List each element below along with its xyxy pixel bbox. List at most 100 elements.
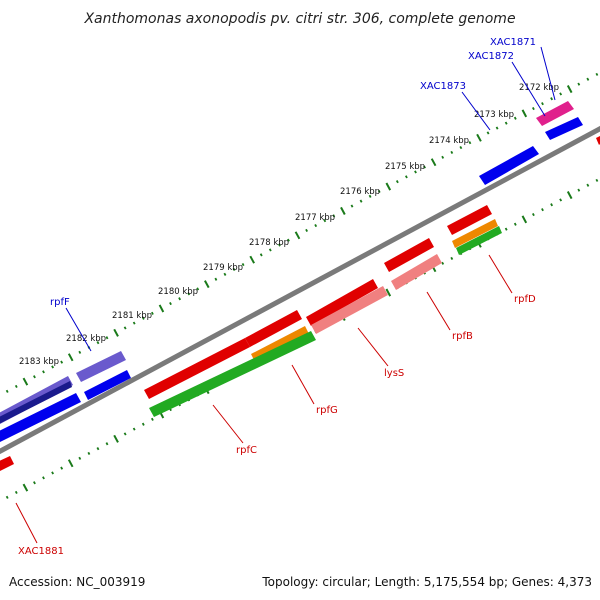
minor-tick (123, 432, 127, 436)
gene-feature-rpfc-green[interactable] (149, 331, 316, 417)
minor-tick (51, 471, 54, 475)
minor-tick (468, 141, 472, 145)
minor-tick (96, 341, 100, 345)
leader-xac1872 (511, 61, 546, 117)
minor-tick (132, 321, 136, 325)
gene-feature-rpff-blue[interactable] (84, 370, 131, 400)
minor-tick (169, 301, 172, 306)
gene-feature-left-blue[interactable] (0, 393, 81, 442)
accession-text: Accession: NC_003919 (9, 575, 145, 589)
minor-tick (577, 82, 581, 86)
minor-tick (577, 188, 581, 192)
minor-tick (423, 165, 426, 169)
gene-feature-rpfb-pink[interactable] (391, 254, 442, 290)
minor-tick (495, 126, 499, 130)
minor-tick (78, 456, 82, 460)
minor-tick (395, 180, 399, 184)
tick-label: 2175 kbp (385, 162, 425, 172)
minor-tick (151, 311, 154, 315)
gene-label-xac1881[interactable]: XAC1881 (18, 546, 64, 557)
leader-xac1871 (540, 46, 556, 101)
major-tick (22, 377, 29, 386)
gene-label-rpff[interactable]: rpfF (50, 297, 70, 308)
gene-label-xac1873[interactable]: XAC1873 (420, 81, 466, 92)
minor-tick (5, 495, 9, 499)
tick-label: 2179 kbp (203, 263, 243, 273)
minor-tick (414, 170, 417, 174)
minor-tick (87, 451, 91, 456)
major-tick (22, 483, 29, 492)
gene-label-rpfb[interactable]: rpfB (452, 331, 473, 342)
minor-tick (450, 256, 454, 261)
gene-feature-lyss-red[interactable] (306, 279, 378, 326)
gene-label-rpfd[interactable]: rpfD (514, 294, 536, 305)
gene-feature-rpfd-red[interactable] (447, 205, 492, 235)
minor-tick (550, 97, 553, 101)
major-tick (566, 85, 573, 94)
minor-tick (377, 189, 381, 194)
gene-feature-xac1873[interactable] (479, 146, 539, 185)
leader-lyss (357, 327, 389, 367)
minor-tick (14, 490, 18, 495)
minor-tick (42, 476, 45, 480)
tick-label: 2178 kbp (249, 238, 289, 248)
gene-label-xac1871[interactable]: XAC1871 (490, 37, 536, 48)
minor-tick (441, 155, 445, 159)
minor-tick (550, 203, 553, 207)
leader-rpfc (212, 404, 244, 444)
major-tick (67, 353, 74, 362)
minor-tick (504, 121, 508, 125)
genome-title: Xanthomonas axonopodis pv. citri str. 30… (83, 11, 515, 27)
minor-tick (586, 77, 590, 81)
tick-label: 2181 kbp (112, 311, 152, 321)
tick-label: 2176 kbp (340, 187, 380, 197)
minor-tick (5, 389, 9, 393)
gene-feature-xac1881[interactable] (0, 456, 14, 472)
minor-tick (232, 267, 236, 272)
gene-features (0, 101, 600, 472)
gene-feature-rpff[interactable] (76, 351, 126, 382)
minor-tick (504, 227, 508, 231)
gene-feature-lyss-pink[interactable] (311, 286, 388, 334)
gene-label-rpfc[interactable]: rpfC (236, 445, 257, 456)
minor-tick (541, 102, 544, 106)
major-tick (204, 280, 210, 289)
minor-tick (486, 131, 490, 135)
major-tick (113, 434, 119, 443)
leader-rpff (65, 307, 92, 352)
minor-tick (314, 223, 318, 228)
gene-label-rpfg[interactable]: rpfG (316, 405, 338, 416)
gene-feature-rpfg-red[interactable] (245, 310, 302, 347)
gene-feature-left-navy[interactable] (0, 381, 72, 425)
minor-tick (595, 178, 599, 182)
gene-feature-rpfc-red[interactable] (144, 338, 250, 399)
gene-feature-rpfd-green[interactable] (456, 226, 502, 255)
gene-feature-rpfb-red[interactable] (384, 238, 434, 272)
tick-label: 2180 kbp (158, 287, 198, 297)
major-tick (67, 459, 74, 468)
leader-rpfd (488, 254, 513, 294)
minor-tick (532, 212, 535, 217)
minor-tick (60, 466, 64, 470)
minor-tick (196, 287, 200, 291)
gene-feature-xac1872[interactable] (545, 117, 583, 140)
minor-tick (42, 370, 45, 374)
minor-tick (105, 442, 109, 446)
minor-tick (214, 277, 218, 281)
minor-tick (405, 175, 408, 179)
minor-tick (559, 92, 563, 96)
gene-label-lyss[interactable]: lysS (384, 368, 404, 379)
minor-tick (368, 194, 372, 198)
gene-feature-right-edge[interactable] (596, 136, 600, 145)
minor-tick (178, 297, 181, 301)
minor-tick (441, 261, 445, 265)
major-tick (385, 288, 392, 297)
gene-feature-xac1871[interactable] (536, 101, 574, 126)
gene-feature-rpfd-orange[interactable] (452, 219, 498, 248)
leader-rpfb (426, 291, 451, 331)
gene-label-xac1872[interactable]: XAC1872 (468, 51, 514, 62)
minor-tick (513, 222, 517, 226)
minor-tick (187, 292, 191, 296)
minor-tick (33, 375, 36, 379)
